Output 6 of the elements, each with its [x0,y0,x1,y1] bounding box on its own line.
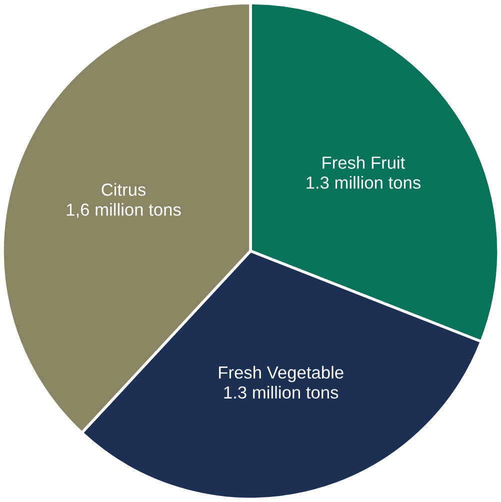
slice-label: Fresh Fruit [322,156,406,169]
slice-label: Citrus [102,183,146,196]
data-label: 1.3 million tons [306,176,420,189]
slice-label: Fresh Vegetable [219,366,344,382]
data-label: 1.3 million tons [224,386,338,399]
data-label: 1,6 million tons [66,203,181,218]
